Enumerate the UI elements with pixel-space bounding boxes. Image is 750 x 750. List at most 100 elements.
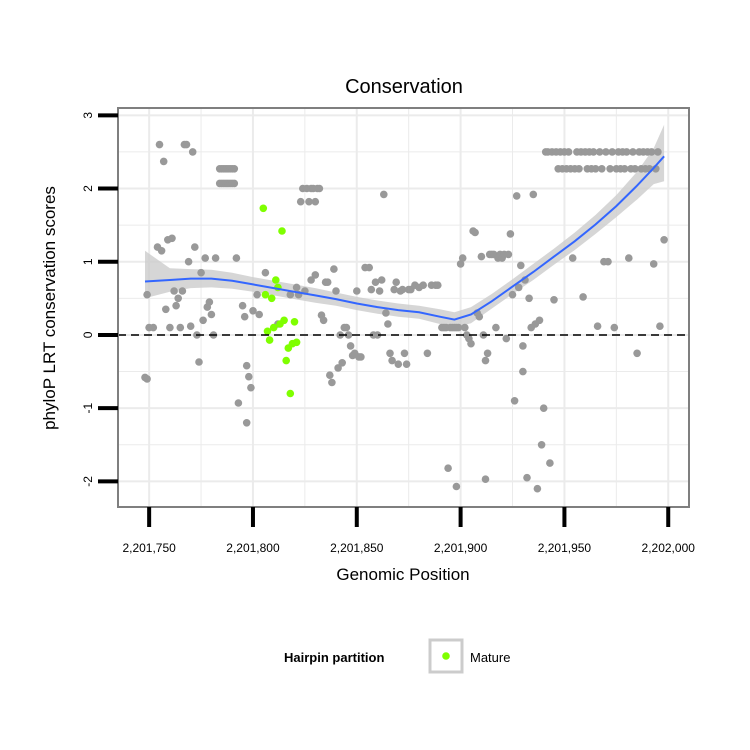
point-other: [149, 323, 158, 332]
point-other: [575, 165, 583, 173]
point-other: [323, 278, 332, 287]
point-other: [319, 316, 328, 325]
point-mature: [265, 336, 274, 344]
point-other: [492, 323, 500, 332]
point-other: [502, 334, 511, 343]
point-other: [195, 358, 203, 366]
point-other: [166, 323, 174, 332]
point-other: [477, 252, 486, 261]
point-mature: [259, 204, 268, 213]
point-other: [452, 482, 461, 491]
point-other: [344, 331, 353, 339]
point-other: [598, 165, 606, 173]
point-other: [357, 353, 365, 361]
point-other: [143, 290, 151, 299]
point-other: [328, 378, 336, 387]
grid-lines: [118, 108, 689, 507]
point-other: [155, 140, 164, 149]
point-other: [346, 342, 355, 350]
point-other: [434, 281, 442, 290]
point-other: [458, 254, 467, 262]
y-tick-label: -1: [81, 403, 95, 414]
point-other: [398, 285, 407, 294]
point-other: [579, 293, 587, 301]
point-other: [481, 475, 490, 484]
point-other: [162, 305, 170, 314]
point-other: [296, 197, 305, 206]
point-other: [471, 228, 479, 237]
point-other: [610, 323, 619, 332]
y-tick-label: -2: [81, 476, 95, 487]
legend: Hairpin partition Mature: [284, 638, 510, 674]
x-axis-title: Genomic Position: [336, 565, 469, 584]
x-tick-label: 2,202,000: [642, 541, 696, 555]
point-other: [533, 484, 542, 493]
point-other: [292, 283, 301, 292]
point-other: [234, 399, 243, 407]
point-other: [143, 375, 151, 383]
point-other: [311, 197, 320, 206]
point-other: [481, 356, 490, 365]
point-other: [510, 397, 519, 405]
point-other: [535, 316, 544, 325]
point-other: [334, 364, 342, 372]
point-other: [170, 287, 178, 295]
point-other: [365, 263, 374, 272]
point-other: [326, 371, 334, 380]
point-other: [591, 165, 600, 173]
point-other: [211, 254, 220, 262]
point-other: [238, 301, 247, 310]
point-other: [392, 278, 401, 287]
point-other: [647, 148, 656, 156]
confidence-band: [145, 124, 665, 328]
point-mature: [290, 318, 299, 326]
point-other: [230, 165, 239, 173]
point-other: [589, 148, 598, 156]
point-other: [377, 276, 386, 284]
point-other: [242, 419, 251, 427]
point-other: [602, 148, 610, 156]
point-other: [332, 287, 340, 295]
point-other: [286, 290, 295, 299]
point-other: [483, 349, 492, 358]
point-other: [305, 197, 313, 206]
point-other: [199, 316, 207, 325]
point-other: [373, 331, 382, 339]
point-other: [419, 281, 428, 290]
point-other: [382, 309, 390, 317]
point-other: [593, 322, 602, 331]
point-other: [184, 257, 193, 266]
point-other: [168, 234, 176, 243]
point-other: [625, 254, 633, 262]
point-other: [159, 157, 168, 166]
point-other: [342, 323, 351, 332]
point-other: [174, 294, 182, 303]
chart-title: Conservation: [345, 76, 463, 98]
y-tick-label: 1: [81, 258, 95, 265]
point-other: [475, 312, 484, 321]
point-other: [444, 464, 452, 473]
point-other: [620, 165, 629, 173]
point-other: [380, 190, 388, 199]
legend-key-mature-dot: [442, 652, 450, 660]
point-other: [307, 276, 315, 284]
point-other: [186, 322, 195, 331]
point-other: [247, 383, 255, 392]
legend-item-mature: Mature: [470, 650, 510, 665]
point-other: [311, 271, 320, 279]
point-mature: [267, 294, 276, 303]
points-other: [141, 140, 668, 493]
point-other: [604, 257, 612, 266]
point-other: [595, 148, 604, 156]
point-other: [517, 261, 525, 270]
point-other: [631, 165, 639, 173]
legend-title: Hairpin partition: [284, 650, 384, 665]
point-other: [523, 473, 531, 482]
point-mature: [286, 389, 295, 398]
point-other: [400, 349, 409, 358]
x-tick-label: 2,201,950: [538, 541, 592, 555]
point-other: [230, 179, 239, 188]
point-mature: [269, 323, 278, 332]
point-other: [633, 349, 641, 358]
point-other: [375, 287, 384, 295]
